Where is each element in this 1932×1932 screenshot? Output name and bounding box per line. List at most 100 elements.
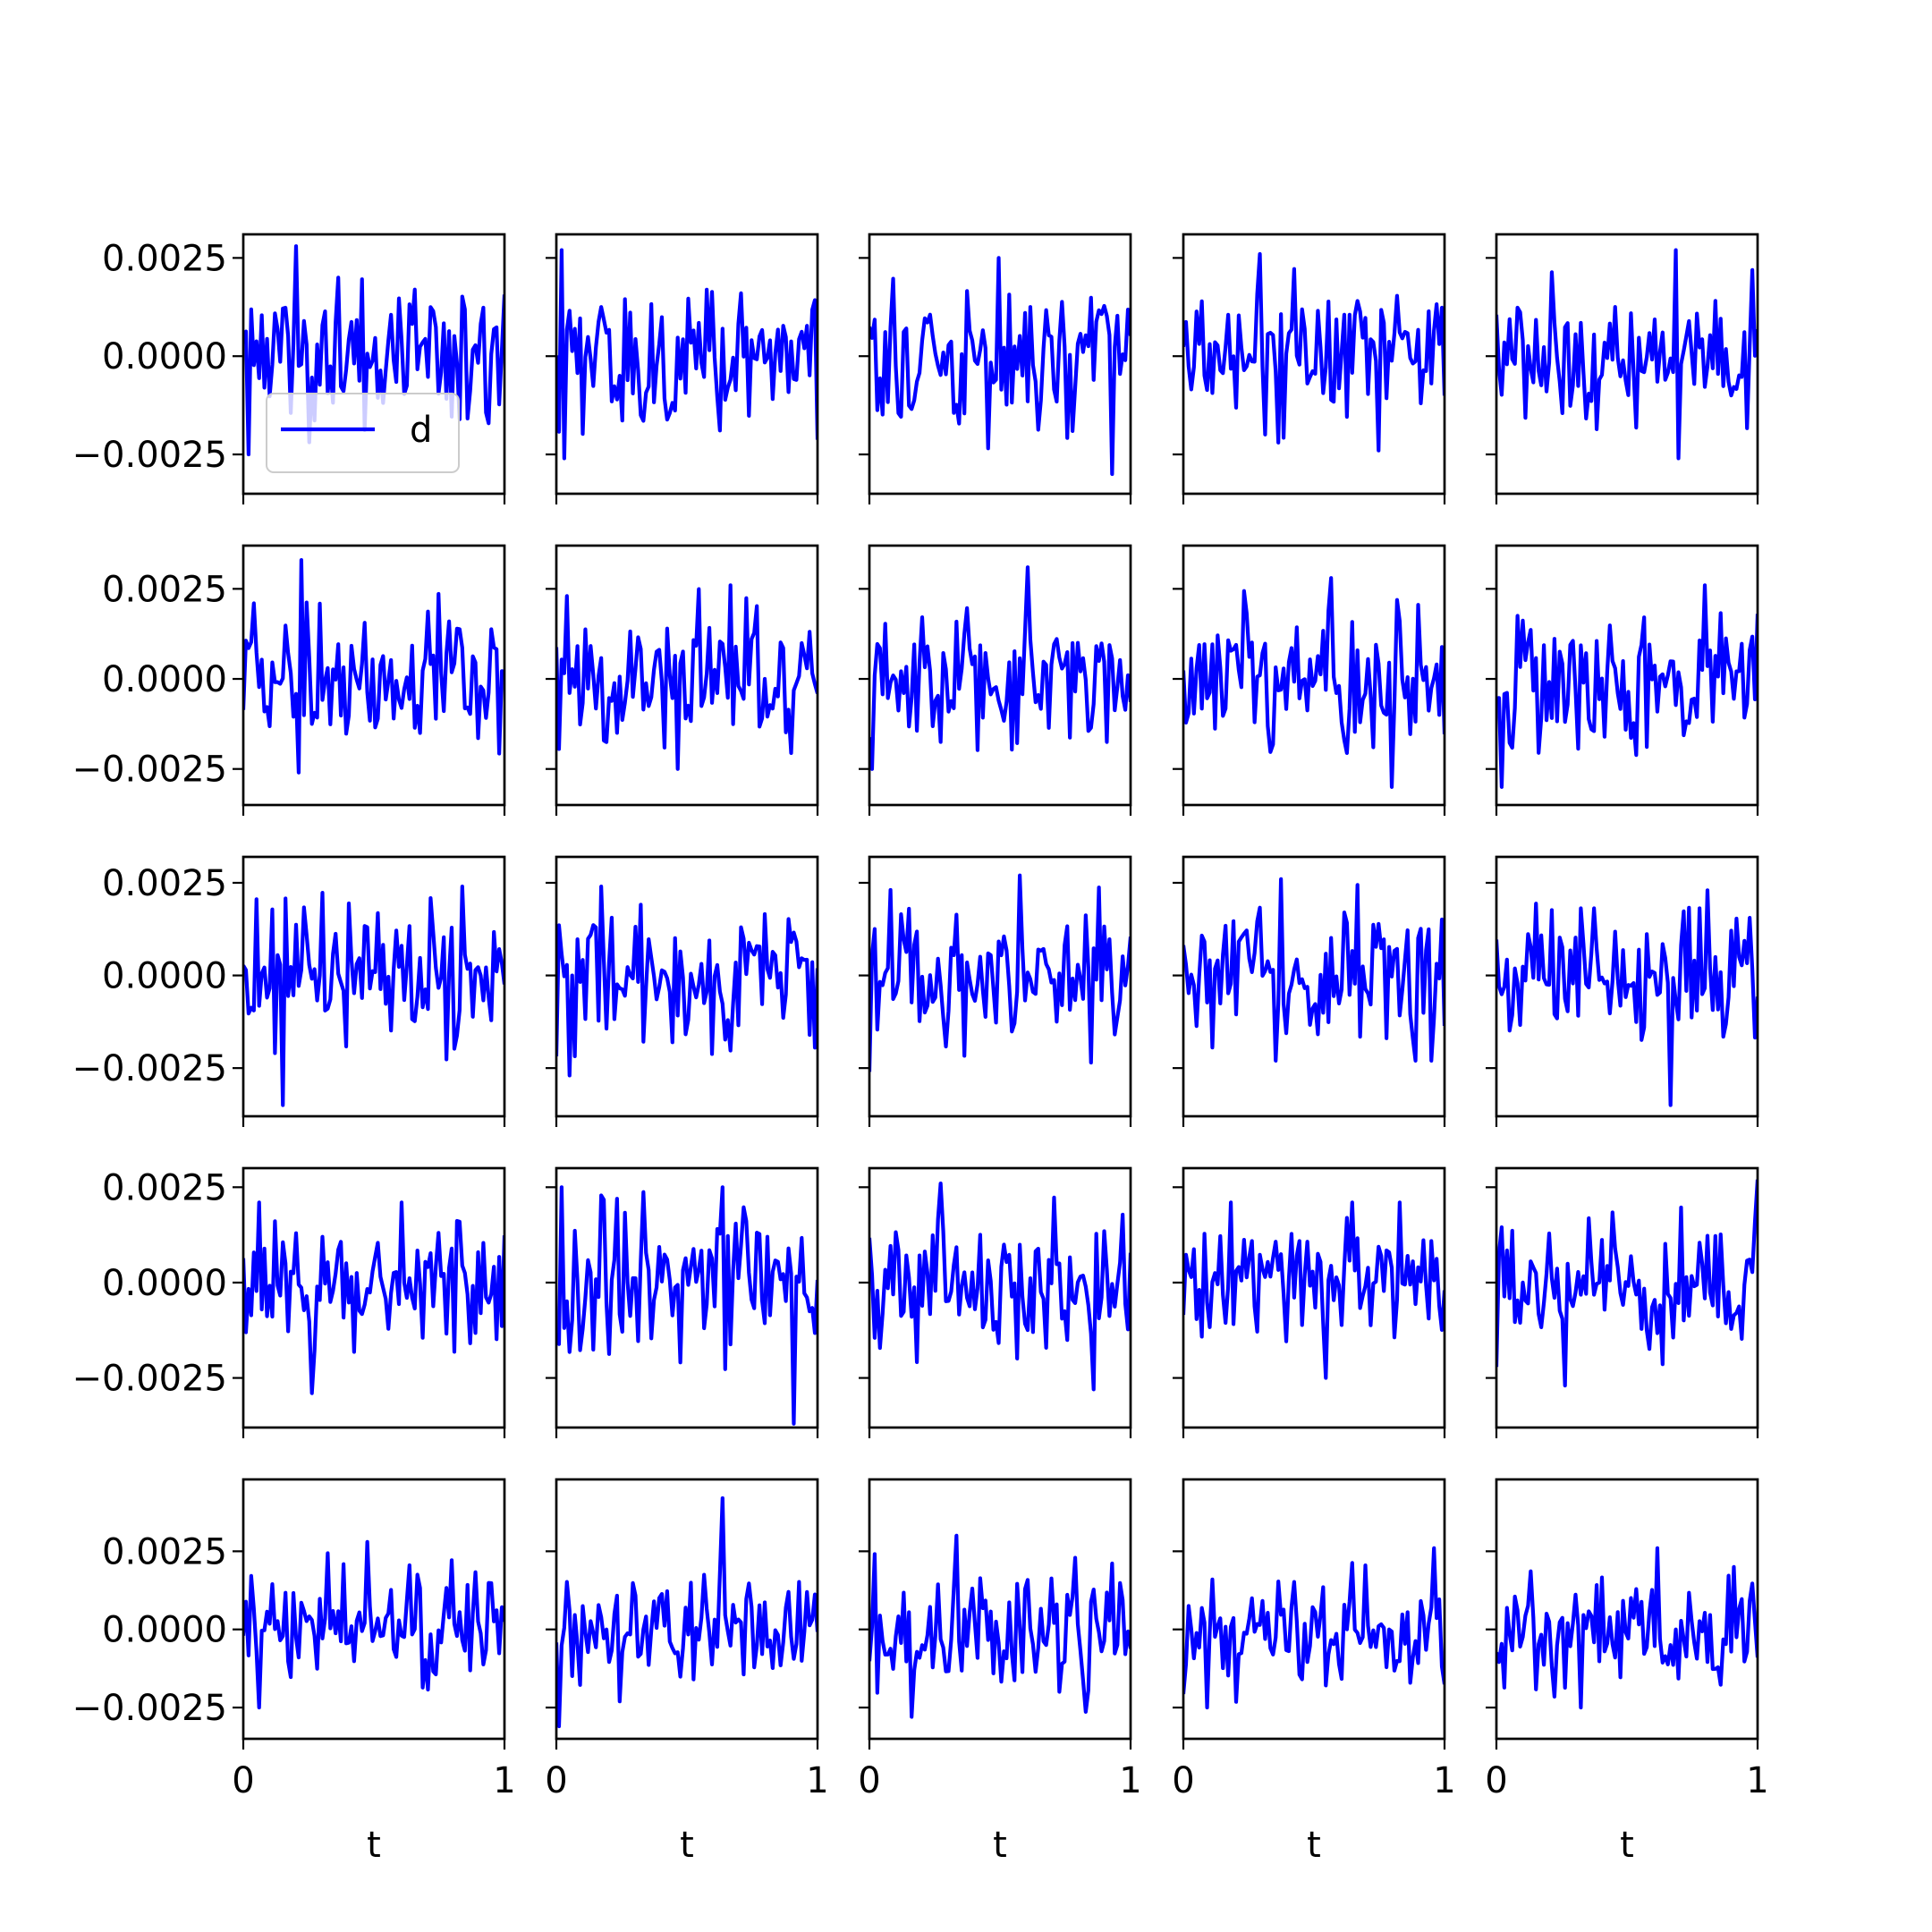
y-tick-label: 0.0000 — [102, 956, 227, 997]
subplot-r1-c5 — [1486, 233, 1759, 504]
axes-frame — [242, 233, 506, 496]
series-line-d — [1496, 583, 1758, 789]
series-line-d — [869, 1533, 1131, 1719]
x-axis-label: t — [367, 1825, 381, 1866]
y-tick-label: −0.0025 — [72, 1048, 227, 1089]
x-tick-label: 0 — [232, 1760, 254, 1801]
axes-frame — [868, 855, 1132, 1118]
subplot-r4-c4 — [1173, 1166, 1446, 1438]
axes-frame — [1182, 1166, 1446, 1429]
subplot-r4-c2 — [546, 1166, 819, 1438]
x-tick-label: 1 — [806, 1760, 828, 1801]
series-line-d — [869, 565, 1131, 771]
y-tick-label: 0.0000 — [102, 659, 227, 700]
axes-frame — [555, 855, 819, 1118]
subplot-r4-c5 — [1486, 1166, 1759, 1438]
axes-frame — [242, 544, 506, 807]
y-tick-label: 0.0000 — [102, 336, 227, 377]
subplot-r2-c1: 0.0025 0.0000 −0.0025 — [72, 544, 506, 816]
axes-frame — [868, 1166, 1132, 1429]
axes-frame — [1182, 1478, 1446, 1741]
subplot-r2-c2 — [546, 544, 819, 816]
subplot-r3-c3 — [859, 855, 1132, 1127]
axes-frame — [242, 855, 506, 1118]
y-tick-label: 0.0025 — [102, 1531, 227, 1572]
legend-label: d — [410, 410, 432, 451]
x-tick-label: 1 — [1746, 1760, 1768, 1801]
y-tick-label: −0.0025 — [72, 1688, 227, 1729]
series-line-d — [556, 1496, 818, 1729]
series-line-d — [556, 583, 818, 771]
series-line-d — [1183, 877, 1445, 1063]
axes-frame — [1182, 544, 1446, 807]
subplot-r5-c3: 0 1 t — [858, 1478, 1142, 1866]
subplot-r1-c2 — [546, 233, 819, 504]
subplot-r5-c5: 0 1 t — [1485, 1478, 1769, 1866]
series-line-d — [1183, 576, 1445, 789]
subplot-r3-c2 — [546, 855, 819, 1127]
series-line-d — [1496, 1546, 1758, 1710]
y-tick-label: −0.0025 — [72, 750, 227, 791]
y-tick-label: −0.0025 — [72, 435, 227, 476]
subplot-r4-c3 — [859, 1166, 1132, 1438]
series-line-d — [556, 885, 818, 1078]
series-line-d — [556, 1185, 818, 1426]
y-tick-label: 0.0025 — [102, 863, 227, 904]
y-tick-label: 0.0000 — [102, 1263, 227, 1304]
axes-frame — [1495, 1166, 1759, 1429]
x-tick-label: 0 — [545, 1760, 567, 1801]
subplot-r1-c3 — [859, 233, 1132, 504]
x-axis-label: t — [680, 1825, 694, 1866]
y-tick-label: −0.0025 — [72, 1359, 227, 1400]
series-line-d — [556, 248, 818, 461]
x-axis-label: t — [993, 1825, 1007, 1866]
subplot-r3-c4 — [1173, 855, 1446, 1127]
series-line-d — [243, 558, 504, 775]
series-line-d — [1496, 1179, 1758, 1388]
subplot-r5-c4: 0 1 t — [1172, 1478, 1456, 1866]
series-line-d — [1496, 888, 1758, 1107]
x-tick-label: 1 — [1119, 1760, 1141, 1801]
axes-frame — [1495, 544, 1759, 807]
x-tick-label: 0 — [858, 1760, 880, 1801]
subplot-r1-c1: 0.0025 0.0000 −0.0025 d — [72, 233, 506, 504]
subplot-r3-c5 — [1486, 855, 1759, 1127]
series-line-d — [243, 885, 504, 1107]
series-line-d — [243, 1539, 504, 1710]
axes-frame — [1495, 855, 1759, 1118]
subplot-r2-c4 — [1173, 544, 1446, 816]
axes-frame — [242, 1166, 506, 1429]
series-line-d — [1496, 248, 1758, 461]
axes-frame — [242, 1478, 506, 1741]
axes-frame — [868, 1478, 1132, 1741]
x-axis-label: t — [1307, 1825, 1321, 1866]
subplot-r4-c1: 0.0025 0.0000 −0.0025 — [72, 1166, 506, 1438]
axes-frame — [555, 1478, 819, 1741]
series-line-d — [243, 1200, 504, 1395]
x-tick-label: 0 — [1172, 1760, 1194, 1801]
x-tick-label: 1 — [1433, 1760, 1455, 1801]
axes-frame — [555, 233, 819, 496]
axes-frame — [868, 544, 1132, 807]
y-tick-label: 0.0000 — [102, 1610, 227, 1651]
x-tick-label: 0 — [1485, 1760, 1507, 1801]
x-tick-label: 1 — [493, 1760, 515, 1801]
y-tick-label: 0.0025 — [102, 238, 227, 279]
axes-frame — [868, 233, 1132, 496]
subplot-r5-c2: 0 1 t — [545, 1478, 829, 1866]
series-line-d — [869, 1181, 1131, 1392]
series-line-d — [1183, 251, 1445, 453]
axes-frame — [555, 1166, 819, 1429]
series-line-d — [1183, 1546, 1445, 1710]
x-axis-label: t — [1620, 1825, 1634, 1866]
series-line-d — [1183, 1200, 1445, 1380]
subplot-r1-c4 — [1173, 233, 1446, 504]
axes-frame — [1182, 233, 1446, 496]
y-tick-label: 0.0025 — [102, 1167, 227, 1208]
series-line-d — [869, 873, 1131, 1072]
legend: d — [266, 393, 460, 473]
series-line-d — [869, 256, 1131, 477]
axes-frame — [555, 544, 819, 807]
